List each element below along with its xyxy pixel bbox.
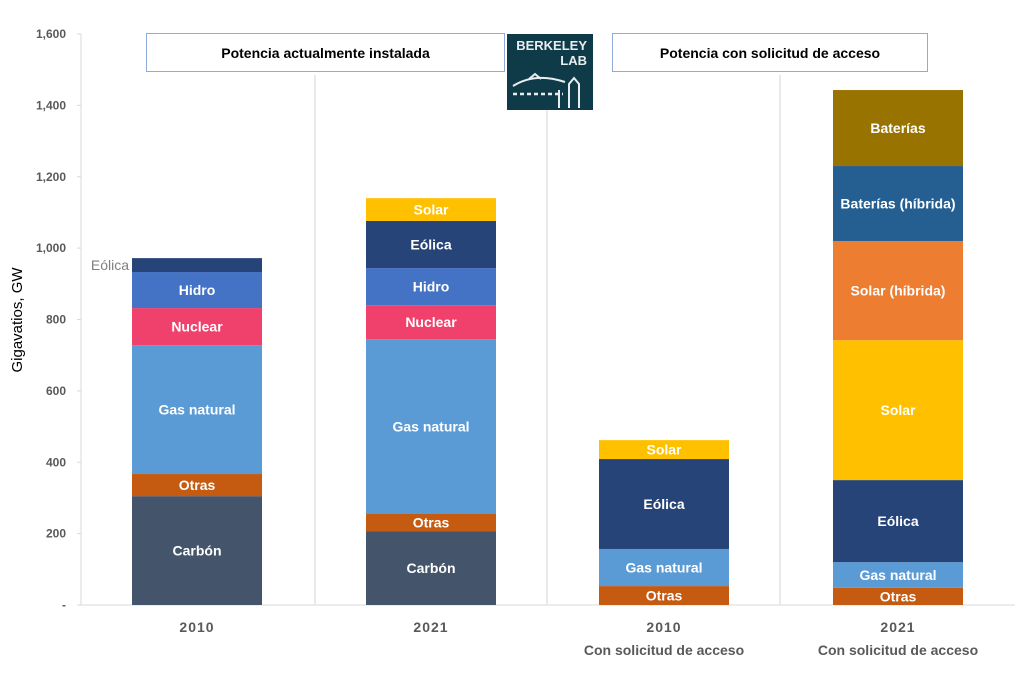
bar-segment	[366, 513, 496, 532]
segment-label: Gas natural	[625, 560, 702, 576]
category-sublabel: Con solicitud de acceso	[818, 642, 978, 658]
y-tick-label: 1,000	[36, 241, 66, 255]
header-installed-text: Potencia actualmente instalada	[221, 44, 430, 61]
segment-label: Otras	[179, 477, 216, 493]
bar-segment	[366, 305, 496, 340]
segment-label: Solar (híbrida)	[851, 283, 946, 299]
segment-label: Otras	[646, 588, 683, 604]
segment-label: Gas natural	[158, 402, 235, 418]
segment-label: Solar	[413, 202, 449, 218]
y-tick-label: 1,400	[36, 98, 66, 112]
bar-segment	[366, 268, 496, 306]
bar-segment	[366, 221, 496, 269]
bar-segment	[833, 480, 963, 563]
segment-label: Gas natural	[392, 419, 469, 435]
segment-label: Hidro	[413, 279, 450, 295]
bar-segment	[599, 440, 729, 460]
segment-label: Solar	[880, 402, 916, 418]
segment-label: Baterías (híbrida)	[840, 196, 955, 212]
category-sublabel: Con solicitud de acceso	[584, 642, 744, 658]
bar-segment	[132, 345, 262, 475]
segment-label: Eólica	[410, 237, 451, 253]
bar-segment	[132, 258, 262, 273]
y-tick-label: 1,600	[36, 27, 66, 41]
berkeley-lab-logo: BERKELEY LAB	[507, 34, 593, 110]
header-requested-text: Potencia con solicitud de acceso	[659, 44, 881, 61]
bar-segment	[833, 90, 963, 167]
header-installed: Potencia actualmente instalada	[146, 33, 505, 72]
category-label: 2021	[880, 619, 915, 635]
y-tick-label: 800	[46, 313, 66, 327]
category-label: 2010	[646, 619, 681, 635]
bar-segment	[833, 340, 963, 481]
y-tick-label: 1,200	[36, 170, 66, 184]
header-requested: Potencia con solicitud de acceso	[612, 33, 928, 72]
bar-segment	[833, 587, 963, 605]
segment-label: Gas natural	[859, 567, 936, 583]
bar-segment	[366, 531, 496, 605]
y-tick-label: -	[62, 598, 66, 612]
bar-segment	[132, 474, 262, 497]
bar-segment	[132, 272, 262, 309]
segment-label: Eólica	[877, 513, 918, 529]
bar-segment	[599, 548, 729, 587]
y-tick-label: 200	[46, 527, 66, 541]
segment-label: Eólica	[643, 496, 684, 512]
segment-label: Baterías	[870, 120, 925, 136]
segment-label: Carbón	[407, 560, 456, 576]
y-tick-label: 400	[46, 455, 66, 469]
segment-label: Eólica	[91, 257, 129, 273]
segment-label: Hidro	[179, 282, 216, 298]
category-label: 2010	[179, 619, 214, 635]
y-axis-label: Gigavatios, GW	[9, 267, 26, 373]
bar-segment	[833, 562, 963, 588]
segment-label: Solar	[646, 442, 682, 458]
svg-text:BERKELEY: BERKELEY	[516, 38, 587, 53]
bar-segment	[366, 198, 496, 222]
bar-segment	[833, 166, 963, 241]
bar-segment	[599, 459, 729, 549]
y-tick-label: 600	[46, 384, 66, 398]
segment-label: Otras	[880, 588, 917, 604]
bar-segment	[833, 240, 963, 341]
segment-label: Otras	[413, 515, 450, 531]
category-label: 2021	[413, 619, 448, 635]
segment-label: Carbón	[173, 543, 222, 559]
segment-label: Nuclear	[405, 314, 457, 330]
bar-segment	[132, 496, 262, 605]
segment-label: Nuclear	[171, 319, 223, 335]
bar-segment	[132, 308, 262, 346]
bar-segment	[366, 339, 496, 514]
svg-text:LAB: LAB	[560, 53, 587, 68]
bar-segment	[599, 586, 729, 605]
